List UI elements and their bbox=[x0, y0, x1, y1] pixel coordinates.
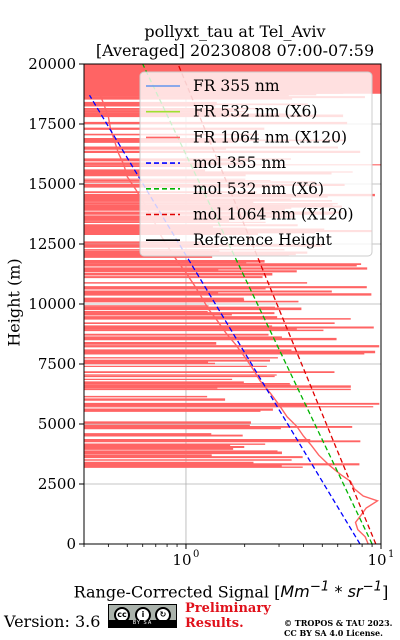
x-tick-label-exponent: 0 bbox=[193, 549, 199, 560]
preliminary-notice: Preliminary Results. bbox=[185, 601, 271, 631]
version-label: Version: 3.6 bbox=[4, 612, 101, 631]
chart-legend: FR 355 nm FR 532 nm (X6) FR 1064 nm (X120)… bbox=[139, 71, 373, 257]
y-tick-label: 0 bbox=[66, 535, 76, 553]
chart-title-line1: pollyxt_tau at Tel_Aviv bbox=[144, 22, 326, 41]
chart-title-line2: [Averaged] 20230808 07:00-07:59 bbox=[95, 41, 375, 60]
x-tick-label: 10 bbox=[172, 551, 191, 569]
y-tick-label: 7500 bbox=[38, 355, 76, 373]
y-tick-label: 20000 bbox=[28, 55, 76, 73]
x-axis-label-units: Mm−1 * sr−1 bbox=[280, 580, 383, 602]
preliminary-line1: Preliminary bbox=[185, 601, 271, 616]
x-tick-label-exponent: 1 bbox=[388, 549, 394, 560]
legend-label: FR 1064 nm (X120) bbox=[193, 128, 347, 146]
copyright-notice: © TROPOS & TAU 2023. CC BY SA 4.0 Licens… bbox=[284, 618, 392, 638]
copyright-line2: CC BY SA 4.0 License. bbox=[284, 628, 383, 638]
copyright-line1: © TROPOS & TAU 2023. bbox=[284, 618, 393, 628]
x-axis-label: Range-Corrected Signal [Mm−1 * sr−1] bbox=[62, 580, 400, 601]
legend-label: Reference Height bbox=[193, 231, 333, 249]
y-tick-label: 17500 bbox=[28, 115, 76, 133]
y-axis-label: Height (m) bbox=[4, 258, 24, 347]
cc-license-badge: cc i ↻ BY SA bbox=[108, 604, 177, 628]
legend-label: mol 532 nm (X6) bbox=[193, 180, 324, 198]
x-tick-label: 10 bbox=[367, 551, 386, 569]
legend-label: FR 532 nm (X6) bbox=[193, 103, 317, 121]
y-tick-label: 5000 bbox=[38, 415, 76, 433]
y-tick-label: 2500 bbox=[38, 475, 76, 493]
legend-label: mol 1064 nm (X120) bbox=[193, 206, 354, 224]
x-axis-label-text: Range-Corrected Signal [ bbox=[73, 582, 281, 602]
series-mol-355-nm bbox=[88, 94, 361, 544]
preliminary-line2: Results. bbox=[185, 616, 244, 631]
x-axis-label-close: ] bbox=[382, 582, 389, 602]
series-fr-1064-nm-x120- bbox=[93, 64, 380, 544]
cc-badge-text: BY SA bbox=[109, 620, 176, 627]
y-axis: 0 2500 5000 7500 10000 12500 15000 17500 20000 bbox=[28, 55, 84, 553]
y-tick-label: 10000 bbox=[28, 295, 76, 313]
legend-label: FR 355 nm bbox=[193, 77, 280, 95]
sa-icon: ↻ bbox=[155, 607, 171, 623]
x-axis: 10 0 10 1 bbox=[83, 544, 394, 569]
legend-label: mol 355 nm bbox=[193, 154, 286, 172]
legend-box bbox=[139, 71, 373, 257]
y-tick-label: 15000 bbox=[28, 175, 76, 193]
y-tick-label: 12500 bbox=[28, 235, 76, 253]
